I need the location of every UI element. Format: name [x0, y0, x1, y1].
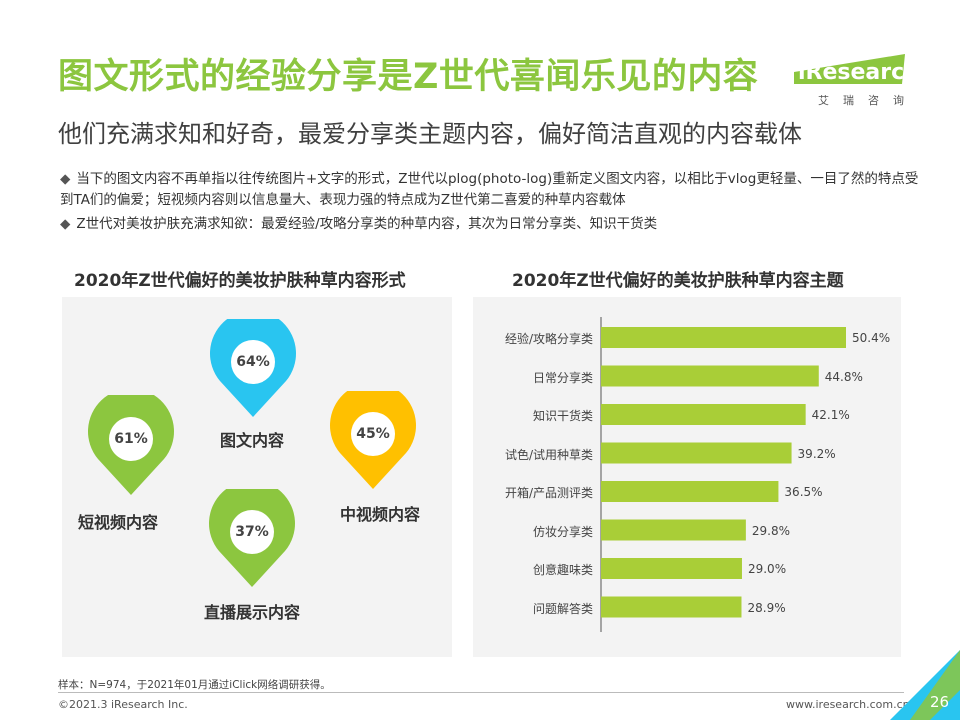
- bullet-1: ◆ 当下的图文内容不再单指以往传统图片+文字的形式，Z世代以plog(photo-…: [60, 169, 930, 211]
- bar-3: [601, 442, 792, 464]
- bar-7: [601, 596, 742, 618]
- bar-2: [601, 404, 806, 425]
- category-label: 问题解答类: [532, 601, 593, 616]
- bar-0: [601, 327, 846, 348]
- footnote: 样本：N=974，于2021年01月通过iClick网络调研获得。: [58, 679, 331, 691]
- pin-value-tuwen: 64%: [231, 340, 275, 384]
- iresearch-logo: iResearch 艾瑞咨询: [790, 52, 920, 110]
- category-label: 知识干货类: [532, 409, 593, 423]
- diamond-bullet-icon: ◆: [60, 216, 71, 232]
- category-label: 开箱/产品测评类: [504, 486, 593, 500]
- category-label: 经验/攻略分享类: [504, 332, 593, 346]
- bullet-2-text: Z世代对美妆护肤充满求知欲：最爱经验/攻略分享类的种草内容，其次为日常分享类、知…: [76, 216, 658, 232]
- value-label: 44.8%: [824, 369, 863, 384]
- value-label: 50.4%: [852, 331, 891, 345]
- value-label: 29.0%: [747, 562, 787, 576]
- value-label: 28.9%: [747, 600, 786, 615]
- bullet-1-text: 当下的图文内容不再单指以往传统图片+文字的形式，Z世代以plog(photo-l…: [60, 171, 919, 208]
- pin-label-live: 直播展示内容: [204, 603, 301, 622]
- value-label: 39.2%: [797, 446, 836, 461]
- logo-leaf-icon: [794, 54, 905, 84]
- bar-6: [601, 558, 742, 579]
- pin-label-short-video: 短视频内容: [78, 513, 159, 532]
- pin-value-mid-video: 45%: [351, 412, 395, 456]
- category-label: 仿妆分享类: [532, 524, 593, 539]
- diamond-bullet-icon: ◆: [60, 171, 71, 187]
- page-subtitle: 他们充满求知和好奇，最爱分享类主题内容，偏好简洁直观的内容载体: [58, 120, 802, 148]
- value-label: 29.8%: [751, 523, 790, 538]
- right-chart-panel: 经验/攻略分享类 50.4% 日常分享类 44.8% 知识干货类 42.1% 试色/试用种草…: [473, 297, 901, 657]
- website-link[interactable]: www.iresearch.com.cn: [786, 698, 910, 711]
- footer-divider: [58, 692, 904, 693]
- category-label: 日常分享类: [532, 370, 593, 385]
- bar-chart: [600, 317, 846, 632]
- pin-label-tuwen: 图文内容: [220, 431, 285, 450]
- pin-label-mid-video: 中视频内容: [340, 505, 421, 524]
- logo-text: iResearch: [798, 60, 920, 85]
- page-title: 图文形式的经验分享是Z世代喜闻乐见的内容: [58, 57, 759, 97]
- left-chart-title: 2020年Z世代偏好的美妆护肤种草内容形式: [74, 271, 406, 291]
- left-chart-panel: 64% 图文内容 61% 短视频内容 45% 中视频内容 37% 直播展示内容: [62, 297, 452, 657]
- corner-decoration-icon: [890, 650, 960, 720]
- category-label: 创意趣味类: [532, 563, 593, 577]
- page-number: 26: [930, 693, 950, 711]
- bar-5: [601, 519, 746, 541]
- bar-1: [601, 365, 819, 387]
- category-label: 试色/试用种草类: [504, 447, 593, 462]
- copyright: ©2021.3 iResearch Inc.: [58, 698, 188, 711]
- right-chart-title: 2020年Z世代偏好的美妆护肤种草内容主题: [512, 271, 844, 291]
- logo-subtext: 艾瑞咨询: [818, 94, 918, 107]
- value-label: 42.1%: [811, 408, 850, 422]
- value-label: 36.5%: [784, 485, 823, 499]
- bar-4: [601, 481, 779, 502]
- pin-value-live: 37%: [230, 510, 274, 554]
- bullet-2: ◆ Z世代对美妆护肤充满求知欲：最爱经验/攻略分享类的种草内容，其次为日常分享类、…: [60, 214, 930, 235]
- pin-value-short-video: 61%: [109, 417, 153, 461]
